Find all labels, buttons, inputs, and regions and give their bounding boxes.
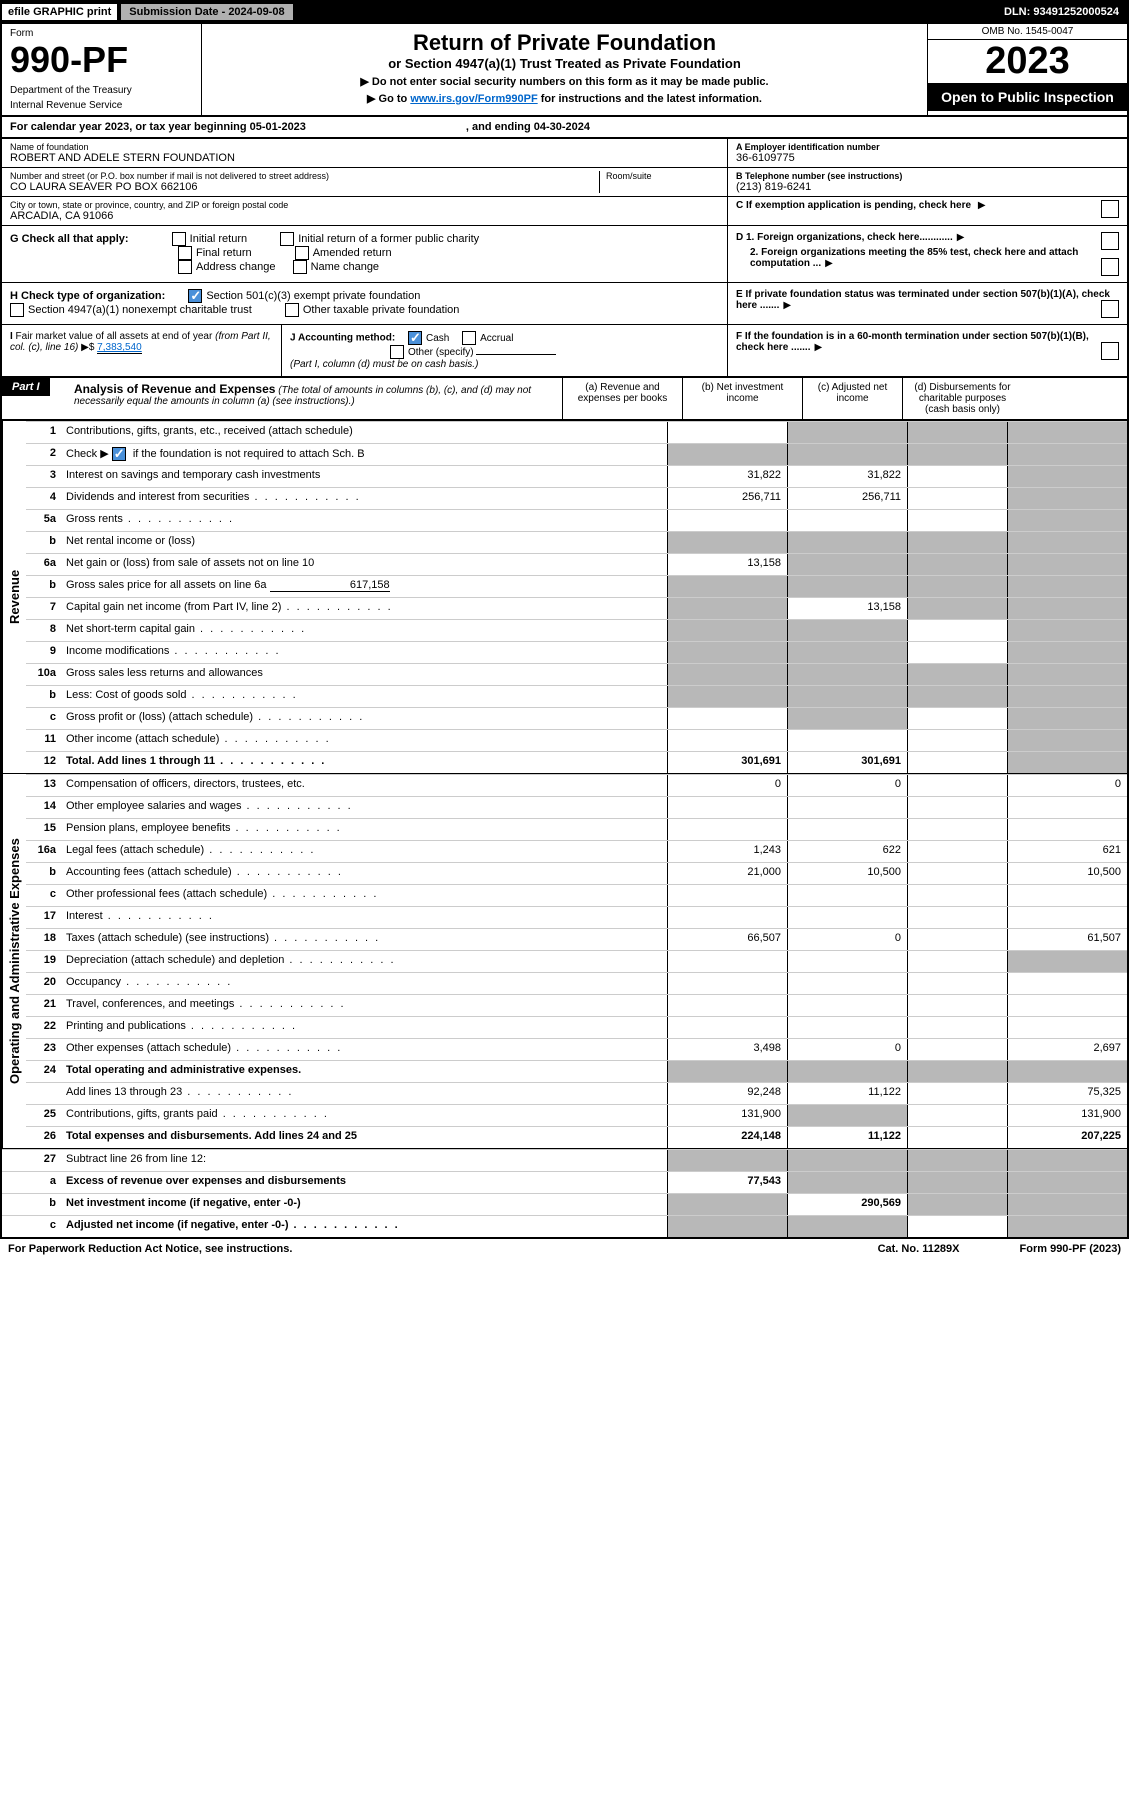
efile-label: efile GRAPHIC print xyxy=(2,4,117,20)
revenue-side-label: Revenue xyxy=(2,421,26,773)
c-checkbox[interactable] xyxy=(1101,200,1119,218)
chk-initial-public[interactable] xyxy=(280,232,294,246)
chk-initial[interactable] xyxy=(172,232,186,246)
irs-link[interactable]: www.irs.gov/Form990PF xyxy=(410,93,537,105)
d1-label: D 1. Foreign organizations, check here..… xyxy=(736,232,953,243)
e-label: E If private foundation status was termi… xyxy=(736,289,1110,311)
chk-address[interactable] xyxy=(178,260,192,274)
ein: 36-6109775 xyxy=(736,152,1119,164)
j-label: J Accounting method: xyxy=(290,333,395,344)
dln: DLN: 93491252000524 xyxy=(996,4,1127,20)
warn-link: ▶ Go to www.irs.gov/Form990PF for instru… xyxy=(208,92,921,105)
g-label: G Check all that apply: xyxy=(10,233,129,245)
page-footer: For Paperwork Reduction Act Notice, see … xyxy=(0,1239,1129,1259)
chk-4947[interactable] xyxy=(10,303,24,317)
chk-cash[interactable] xyxy=(408,331,422,345)
name-label: Name of foundation xyxy=(10,142,719,152)
col-d-hdr: (d) Disbursements for charitable purpose… xyxy=(902,378,1022,419)
dept: Department of the Treasury xyxy=(10,85,193,96)
city-label: City or town, state or province, country… xyxy=(10,200,719,210)
tax-year: 2023 xyxy=(928,40,1127,83)
street-address: CO LAURA SEAVER PO BOX 662106 xyxy=(10,181,599,193)
top-bar: efile GRAPHIC print Submission Date - 20… xyxy=(0,0,1129,24)
form-header: Form 990-PF Department of the Treasury I… xyxy=(0,24,1129,117)
col-b-hdr: (b) Net investment income xyxy=(682,378,802,419)
expenses-side-label: Operating and Administrative Expenses xyxy=(2,774,26,1148)
city-state-zip: ARCADIA, CA 91066 xyxy=(10,210,719,222)
fmv-link[interactable]: 7,383,540 xyxy=(97,342,142,354)
open-public: Open to Public Inspection xyxy=(928,83,1127,111)
e-checkbox[interactable] xyxy=(1101,300,1119,318)
omb-no: OMB No. 1545-0047 xyxy=(928,24,1127,40)
form-ref: Form 990-PF (2023) xyxy=(1020,1243,1121,1255)
d2-checkbox[interactable] xyxy=(1101,258,1119,276)
foundation-name: ROBERT AND ADELE STERN FOUNDATION xyxy=(10,152,719,164)
room-label: Room/suite xyxy=(606,171,719,181)
chk-name[interactable] xyxy=(293,260,307,274)
d1-checkbox[interactable] xyxy=(1101,232,1119,250)
chk-501c3[interactable] xyxy=(188,289,202,303)
chk-schb[interactable] xyxy=(112,447,126,461)
form-number: 990-PF xyxy=(10,39,193,81)
cat-no: Cat. No. 11289X xyxy=(878,1243,960,1255)
d2-label: 2. Foreign organizations meeting the 85%… xyxy=(750,247,1078,269)
form-word: Form xyxy=(10,28,193,39)
part1-title: Analysis of Revenue and Expenses xyxy=(74,382,275,396)
paperwork-notice: For Paperwork Reduction Act Notice, see … xyxy=(8,1243,292,1255)
submission-date: Submission Date - 2024-09-08 xyxy=(121,4,292,20)
addr-label: Number and street (or P.O. box number if… xyxy=(10,171,599,181)
col-a-hdr: (a) Revenue and expenses per books xyxy=(562,378,682,419)
phone-label: B Telephone number (see instructions) xyxy=(736,171,1119,181)
f-checkbox[interactable] xyxy=(1101,342,1119,360)
phone: (213) 819-6241 xyxy=(736,181,1119,193)
entity-block: Name of foundation ROBERT AND ADELE STER… xyxy=(0,139,1129,225)
main-table: Revenue 1Contributions, gifts, grants, e… xyxy=(0,421,1129,1239)
h-label: H Check type of organization: xyxy=(10,290,165,302)
part1-label: Part I xyxy=(2,378,50,396)
chk-other-tax[interactable] xyxy=(285,303,299,317)
warn-ssn: ▶ Do not enter social security numbers o… xyxy=(208,75,921,88)
c-label: C If exemption application is pending, c… xyxy=(736,200,971,211)
j-note: (Part I, column (d) must be on cash basi… xyxy=(290,359,478,370)
chk-accrual[interactable] xyxy=(462,331,476,345)
col-c-hdr: (c) Adjusted net income xyxy=(802,378,902,419)
f-label: F If the foundation is in a 60-month ter… xyxy=(736,331,1089,353)
chk-other-acct[interactable] xyxy=(390,345,404,359)
part1-header-row: Part I Analysis of Revenue and Expenses … xyxy=(0,377,1129,421)
chk-final[interactable] xyxy=(178,246,192,260)
irs: Internal Revenue Service xyxy=(10,100,193,111)
chk-amended[interactable] xyxy=(295,246,309,260)
form-title: Return of Private Foundation xyxy=(208,30,921,56)
ein-label: A Employer identification number xyxy=(736,142,1119,152)
calendar-year-row: For calendar year 2023, or tax year begi… xyxy=(0,117,1129,139)
form-subtitle: or Section 4947(a)(1) Trust Treated as P… xyxy=(208,56,921,71)
